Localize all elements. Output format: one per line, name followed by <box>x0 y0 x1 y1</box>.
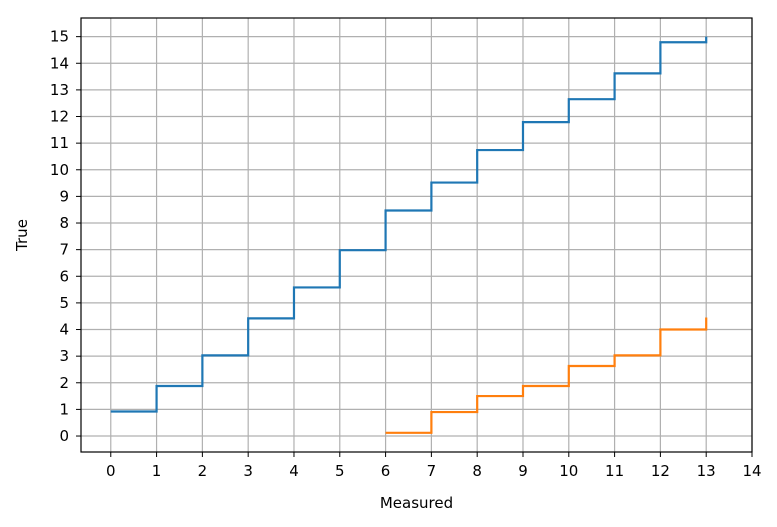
y-tick-label: 3 <box>59 347 69 365</box>
y-tick-label: 13 <box>50 81 69 99</box>
x-tick-label: 14 <box>742 462 761 480</box>
x-tick-label: 9 <box>518 462 528 480</box>
x-tick-label: 7 <box>427 462 437 480</box>
series-layer <box>110 36 708 434</box>
y-tick-label: 4 <box>59 321 69 339</box>
y-tick-label: 5 <box>59 294 69 312</box>
y-tick-label: 2 <box>59 374 69 392</box>
y-tick-label: 8 <box>59 214 69 232</box>
x-axis-ticks: 0 1 2 3 4 5 6 7 8 9 10 11 12 13 14 <box>106 452 762 480</box>
x-tick-label: 10 <box>559 462 578 480</box>
y-tick-label: 9 <box>59 187 69 205</box>
x-tick-label: 1 <box>152 462 162 480</box>
x-tick-label: 13 <box>697 462 716 480</box>
x-axis-label: Measured <box>380 494 453 512</box>
y-tick-label: 1 <box>59 400 69 418</box>
x-tick-label: 3 <box>243 462 253 480</box>
x-tick-label: 4 <box>289 462 299 480</box>
y-tick-label: 15 <box>50 28 69 46</box>
series-2-step-line <box>385 317 708 434</box>
y-tick-label: 6 <box>59 267 69 285</box>
y-tick-label: 14 <box>50 54 69 72</box>
y-tick-label: 0 <box>59 427 69 445</box>
x-tick-label: 11 <box>605 462 624 480</box>
x-tick-label: 8 <box>472 462 482 480</box>
x-tick-label: 0 <box>106 462 116 480</box>
y-tick-label: 10 <box>50 161 69 179</box>
y-tick-label: 11 <box>50 134 69 152</box>
x-tick-label: 6 <box>381 462 391 480</box>
y-tick-label: 12 <box>50 108 69 126</box>
series-1-step-line <box>110 36 708 413</box>
x-tick-label: 5 <box>335 462 345 480</box>
y-axis-label: True <box>13 219 31 252</box>
x-tick-label: 2 <box>198 462 208 480</box>
plot-frame <box>80 17 753 453</box>
y-tick-label: 7 <box>59 241 69 259</box>
x-tick-label: 12 <box>651 462 670 480</box>
